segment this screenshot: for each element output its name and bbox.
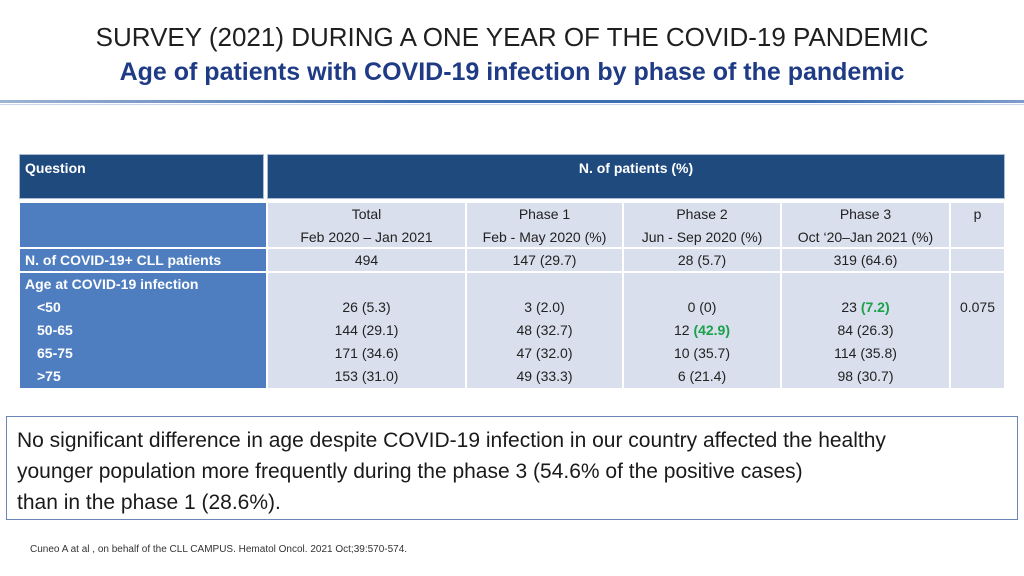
blank-label-cell (19, 202, 267, 248)
age-label-50-65: 50-65 (37, 322, 73, 338)
cell-patients-phase1: 147 (29.7) (466, 248, 623, 272)
age-cell: 3 (2.0) (524, 299, 565, 315)
p-value: 0.075 (959, 299, 996, 315)
age-cell: 49 (33.3) (516, 368, 573, 384)
title-divider (0, 100, 1024, 103)
conclusion-line: No significant difference in age despite… (17, 429, 886, 452)
age-cell-value: 12 (673, 322, 694, 338)
conclusion-line: younger population more frequently durin… (17, 460, 803, 483)
col-phase1-name: Phase 1 (518, 206, 571, 222)
age-cell: 0 (0) (687, 299, 717, 315)
age-cell: 84 (26.3) (837, 322, 894, 338)
col-p-header: p (950, 202, 1005, 248)
row-label-age: Age at COVID-19 infection <50 50-65 65-7… (19, 272, 267, 389)
age-cell: 6 (21.4) (677, 368, 727, 384)
header-patients: N. of patients (%) (267, 154, 1005, 199)
age-cell: 10 (35.7) (673, 345, 731, 361)
col-total-name: Total (351, 206, 382, 222)
age-cell: 48 (32.7) (516, 322, 573, 338)
col-phase1-period: Feb - May 2020 (%) (482, 229, 607, 245)
slide-title: SURVEY (2021) DURING A ONE YEAR OF THE C… (95, 22, 929, 52)
age-label-lt50: <50 (37, 299, 61, 315)
age-cell: 26 (5.3) (342, 299, 391, 315)
age-col-total: 26 (5.3) 144 (29.1) 171 (34.6) 153 (31.0… (267, 272, 466, 389)
cell-patients-p (950, 248, 1005, 272)
age-label-65-75: 65-75 (37, 345, 73, 361)
cell-patients-total: 494 (267, 248, 466, 272)
age-cell: 47 (32.0) (516, 345, 573, 361)
row-label-patients: N. of COVID-19+ CLL patients (19, 248, 267, 272)
col-phase2-period: Jun - Sep 2020 (%) (641, 229, 763, 245)
age-cell: 12 (42.9) (624, 319, 780, 342)
title-divider-thin (0, 104, 1024, 105)
highlight-value: (42.9) (693, 322, 731, 338)
age-cell: 23 (7.2) (782, 296, 949, 319)
conclusion-box: No significant difference in age despite… (6, 416, 1018, 520)
col-phase1-header: Phase 1 Feb - May 2020 (%) (466, 202, 623, 248)
age-cell: 98 (30.7) (837, 368, 894, 384)
age-cell: 171 (34.6) (334, 345, 399, 361)
col-phase3-name: Phase 3 (839, 206, 892, 222)
col-total-header: Total Feb 2020 – Jan 2021 (267, 202, 466, 248)
age-col-phase2: 0 (0) 12 (42.9) 10 (35.7) 6 (21.4) (623, 272, 781, 389)
col-total-period: Feb 2020 – Jan 2021 (300, 229, 433, 245)
age-cell: 114 (35.8) (834, 345, 897, 361)
highlight-value: (7.2) (860, 299, 890, 315)
slide-subtitle: Age of patients with COVID-19 infection … (119, 58, 905, 86)
citation: Cuneo A at al , on behalf of the CLL CAM… (30, 544, 408, 555)
col-p-name: p (973, 206, 982, 222)
age-label-gt75: >75 (37, 368, 61, 384)
age-col-phase1: 3 (2.0) 48 (32.7) 47 (32.0) 49 (33.3) (466, 272, 623, 389)
conclusion-line: than in the phase 1 (28.6%). (17, 491, 281, 514)
col-phase3-period: Oct ‘20–Jan 2021 (%) (797, 229, 934, 245)
age-col-phase3: 23 (7.2) 84 (26.3) 114 (35.8) 98 (30.7) (781, 272, 950, 389)
col-phase2-header: Phase 2 Jun - Sep 2020 (%) (623, 202, 781, 248)
col-phase2-name: Phase 2 (676, 206, 728, 222)
header-question: Question (19, 154, 264, 199)
age-cell-value: 23 (841, 299, 861, 315)
col-phase3-header: Phase 3 Oct ‘20–Jan 2021 (%) (781, 202, 950, 248)
age-cell: 144 (29.1) (334, 322, 399, 338)
age-group-label: Age at COVID-19 infection (25, 276, 199, 292)
age-col-p: 0.075 (950, 272, 1005, 389)
cell-patients-phase3: 319 (64.6) (781, 248, 950, 272)
age-cell: 153 (31.0) (334, 368, 399, 384)
cell-patients-phase2: 28 (5.7) (623, 248, 781, 272)
